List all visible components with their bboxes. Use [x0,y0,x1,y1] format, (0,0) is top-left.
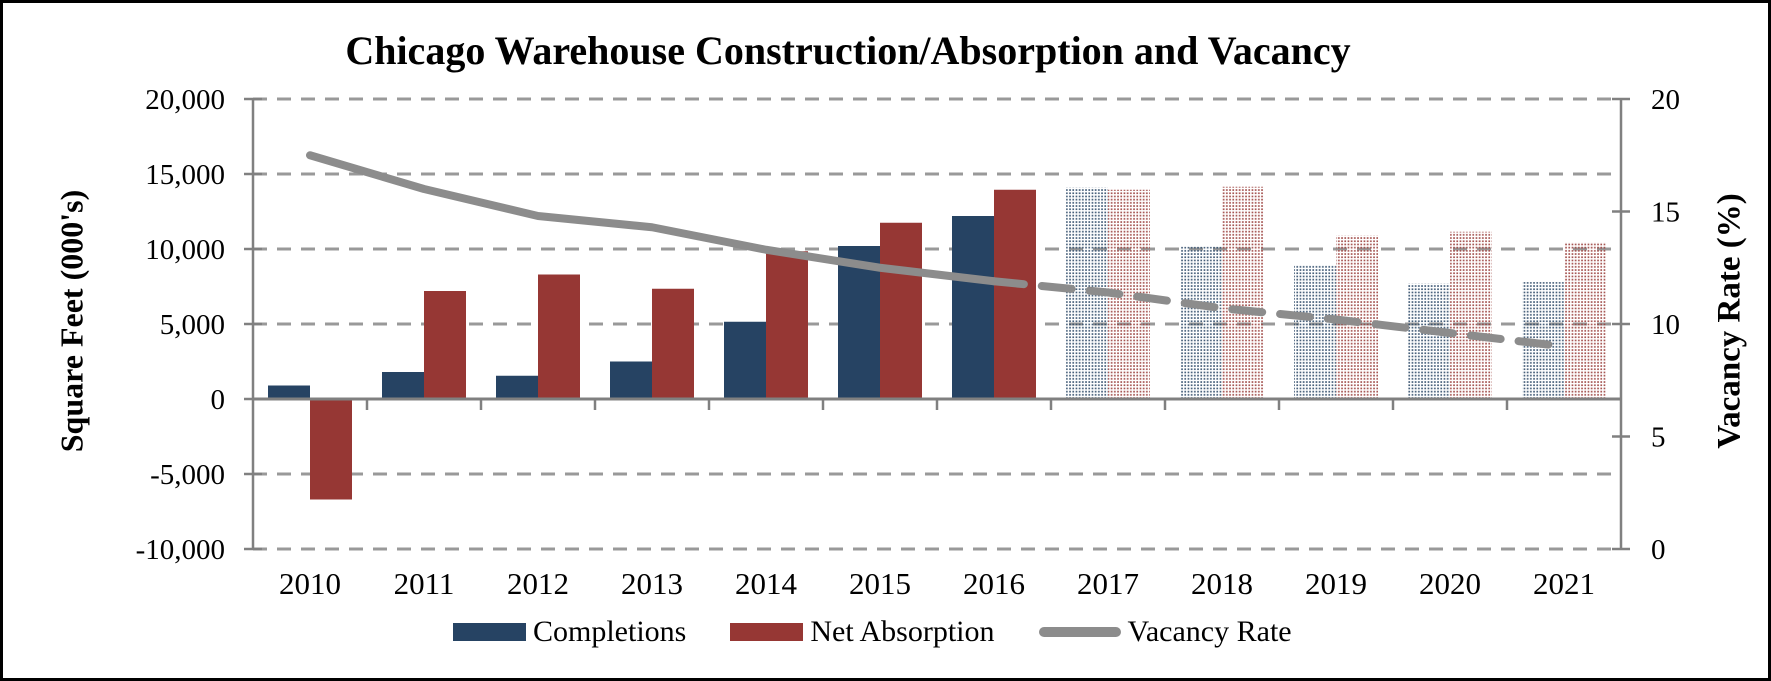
legend-swatch-absorption [730,623,804,641]
legend-item-absorption: Net Absorption [730,615,995,649]
vacancy-line-forecast [990,277,1568,351]
legend-item-completions: Completions [453,615,686,649]
left-tick-label-10000: 10,000 [145,234,225,266]
right-tick-label-5: 5 [1651,422,1666,454]
year-label-2014: 2014 [735,566,798,601]
bar-absorption-2014 [766,251,808,399]
year-label-2019: 2019 [1305,566,1367,601]
bar-absorption-2011 [424,291,466,399]
bar-completions-2020 [1408,283,1450,399]
year-label-2021: 2021 [1533,566,1595,601]
left-axis-title: Square Feet (000's) [53,189,90,453]
bar-completions-2015 [838,246,880,399]
left-tick-label--10000: -10,000 [136,534,225,566]
right-tick-label-15: 15 [1651,197,1680,229]
bar-absorption-2012 [538,274,580,399]
right-axis-title: Vacancy Rate (%) [1711,193,1748,449]
year-label-2017: 2017 [1077,566,1139,601]
chart-title: Chicago Warehouse Construction/Absorptio… [345,28,1351,73]
bar-absorption-2015 [880,222,922,399]
legend: Completions Net Absorption Vacancy Rate [453,615,1292,649]
year-label-2016: 2016 [963,566,1025,601]
legend-swatch-completions [453,623,526,641]
bar-completions-2013 [610,361,652,399]
year-label-2020: 2020 [1419,566,1481,601]
bar-completions-2010 [268,385,310,399]
year-label-2012: 2012 [507,566,569,601]
bar-completions-2014 [724,321,766,399]
left-tick-label--5000: -5,000 [150,459,225,491]
bar-completions-2016 [952,216,994,399]
legend-label-completions: Completions [533,615,687,648]
bar-completions-2018 [1180,246,1222,399]
legend-label-absorption: Net Absorption [810,615,995,648]
year-label-2015: 2015 [849,566,911,601]
bar-completions-2019 [1294,265,1336,399]
right-tick-label-0: 0 [1651,534,1666,566]
left-tick-label-0: 0 [211,384,226,416]
bar-absorption-2010 [310,399,352,500]
legend-item-vacancy: Vacancy Rate [1038,615,1292,649]
right-tick-label-20: 20 [1651,84,1680,116]
year-label-2011: 2011 [394,566,455,601]
year-label-2013: 2013 [621,566,683,601]
year-label-2010: 2010 [279,566,341,601]
bar-completions-2012 [496,375,538,399]
bar-absorption-2016 [994,189,1036,399]
bar-absorption-2020 [1450,231,1492,399]
bar-absorption-2021 [1564,242,1606,399]
chart-plot: 20,00015,00010,0005,0000-5,000-10,000201… [136,84,1680,601]
left-tick-label-5000: 5,000 [160,309,225,341]
legend-swatch-vacancy [1038,627,1121,637]
legend-label-vacancy: Vacancy Rate [1127,615,1292,648]
bar-completions-2011 [382,372,424,399]
year-label-2018: 2018 [1191,566,1253,601]
vacancy-line-actual [306,151,998,286]
left-tick-label-20000: 20,000 [145,84,225,116]
bar-absorption-2013 [652,288,694,399]
bar-absorption-2018 [1222,186,1264,399]
right-tick-label-10: 10 [1651,309,1680,341]
left-tick-label-15000: 15,000 [145,159,225,191]
